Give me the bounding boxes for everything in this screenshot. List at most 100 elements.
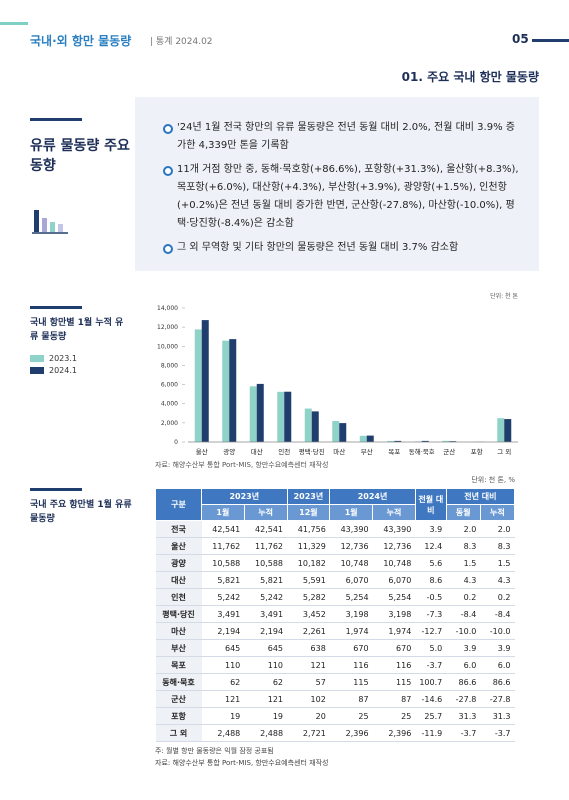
table-cell: 1.5 bbox=[480, 554, 515, 572]
x-tick-label: 광양 bbox=[223, 448, 235, 456]
table-row: 그 외 2,488 2,488 2,721 2,396 2,396 -11.9 -3.7 -3.… bbox=[155, 724, 515, 742]
x-tick-label: 포항 bbox=[471, 447, 483, 456]
icon bbox=[32, 210, 68, 234]
row-label: 전국 bbox=[155, 520, 202, 538]
table-cell: 6,070 bbox=[372, 571, 416, 589]
subheader-cell: 누적 bbox=[243, 504, 288, 521]
table-cell: -8.4 bbox=[480, 605, 515, 623]
table-cell: 12.4 bbox=[415, 537, 447, 555]
table-cell: -3.7 bbox=[480, 724, 515, 742]
table-cell: 115 bbox=[372, 673, 416, 691]
table-cell: 42,541 bbox=[244, 520, 288, 538]
bar bbox=[394, 440, 402, 442]
table-cell: 115 bbox=[329, 673, 373, 691]
table-cell: -10.0 bbox=[446, 622, 481, 640]
header-row: 구분 2023년 2023년 2024년 전월 대비 전년 대비 bbox=[155, 488, 516, 521]
bar bbox=[256, 383, 264, 442]
table-cell: 43,390 bbox=[372, 520, 416, 538]
table-cell: -12.7 bbox=[415, 622, 447, 640]
note: 자료: 해양수산부 통합 Port-MIS, 항만수요예측센터 재작성 bbox=[155, 759, 329, 767]
bullet-list: '24년 1월 전국 항만의 유류 물동량은 전년 동월 대비 2.0%, 전월… bbox=[163, 119, 519, 257]
header-cell: 구분 bbox=[155, 488, 202, 521]
bar bbox=[201, 320, 209, 442]
table-cell: 5,254 bbox=[329, 588, 373, 606]
table-cell: 3,198 bbox=[372, 605, 416, 623]
table-row: 전국 42,541 42,541 41,756 43,390 43,390 3.9 2.0 2.… bbox=[155, 520, 515, 538]
table-cell: 2,194 bbox=[201, 622, 245, 640]
bullet: 11개 거점 항만 중, 동해·묵호항(+86.6%), 포항항(+31.3%)… bbox=[163, 161, 519, 233]
x-tick-label: 마산 bbox=[333, 447, 345, 456]
y-tick-label: 10,000 bbox=[157, 343, 178, 350]
y-tick-label: 0 bbox=[174, 439, 178, 446]
bar bbox=[366, 435, 374, 442]
table-cell: -0.5 bbox=[415, 588, 447, 606]
table-cell: 42,541 bbox=[201, 520, 245, 538]
x-tick-label: 평택·당진 bbox=[299, 447, 325, 456]
table-cell: 2.0 bbox=[480, 520, 515, 538]
y-tick-label: 2,000 bbox=[161, 420, 178, 427]
table-cell: 20 bbox=[287, 707, 330, 725]
table-row: 인천 5,242 5,242 5,282 5,254 5,254 -0.5 0.2 0.2 bbox=[155, 588, 515, 606]
subheader-cell: 1월 bbox=[201, 504, 245, 521]
legend-label: 2024.1 bbox=[49, 366, 77, 375]
table-cell: 1.5 bbox=[446, 554, 481, 572]
bar bbox=[421, 440, 429, 442]
header-cell: 2023년 bbox=[201, 488, 288, 505]
y-tick-label: 12,000 bbox=[157, 324, 178, 331]
table-cell: 638 bbox=[287, 639, 330, 657]
row-label: 평택·당진 bbox=[155, 605, 202, 623]
table-cell: 3.9 bbox=[446, 639, 481, 657]
divider bbox=[30, 118, 82, 121]
header-subtitle: | 통계 2024.02 bbox=[150, 37, 213, 47]
table-cell: 3,491 bbox=[201, 605, 245, 623]
table-cell: 62 bbox=[244, 673, 288, 691]
table-cell: 5,282 bbox=[287, 588, 330, 606]
table-cell: 4.3 bbox=[446, 571, 481, 589]
table-cell: 5,242 bbox=[244, 588, 288, 606]
x-tick-label: 부산 bbox=[361, 447, 373, 456]
table-cell: 2,721 bbox=[287, 724, 330, 742]
table-cell: 10,588 bbox=[244, 554, 288, 572]
bar bbox=[194, 329, 202, 442]
table-row: 동해·묵호 62 62 57 115 115 100.7 86.6 86.6 bbox=[155, 673, 515, 691]
table-cell: -10.0 bbox=[480, 622, 515, 640]
legend-swatch bbox=[30, 355, 44, 362]
table-cell: 41,756 bbox=[287, 520, 330, 538]
table-cell: 12,736 bbox=[372, 537, 416, 555]
table-row: 울산 11,762 11,762 11,329 12,736 12,736 12.4 8.3 8… bbox=[155, 537, 515, 555]
subheader-cell: 누적 bbox=[372, 504, 416, 521]
table-cell: 6.0 bbox=[446, 656, 481, 674]
table-cell: 2,396 bbox=[329, 724, 373, 742]
table-cell: 31.3 bbox=[480, 707, 515, 725]
table-cell: 3.9 bbox=[415, 520, 447, 538]
chart-source: 자료: 해양수산부 통합 Port-MIS, 항만수요예측센터 재작성 bbox=[155, 461, 329, 469]
legend-item: 2024.1 bbox=[30, 366, 77, 375]
table-cell: 8.6 bbox=[415, 571, 447, 589]
table-cell: 110 bbox=[201, 656, 245, 674]
subheader-cell: 동월 bbox=[445, 504, 481, 521]
table-cell: 86.6 bbox=[446, 673, 481, 691]
row-label: 부산 bbox=[155, 639, 202, 657]
bar bbox=[387, 440, 395, 442]
table-cell: 25.7 bbox=[415, 707, 447, 725]
table-cell: 5.0 bbox=[415, 639, 447, 657]
table-cell: 87 bbox=[329, 690, 373, 708]
table-side-title: 국내 주요 항만별 1월 유류 물동량 bbox=[30, 500, 132, 524]
header-cell: 전년 대비 bbox=[445, 488, 516, 505]
divider bbox=[30, 306, 82, 309]
table-cell: 116 bbox=[372, 656, 416, 674]
table-cell: 5,821 bbox=[201, 571, 245, 589]
bar bbox=[277, 391, 285, 442]
table-wrap: 구분 2023년 2023년 2024년 전월 대비 전년 대비 1월 누적 12월 1월 누적 동월… bbox=[155, 488, 516, 742]
table-cell: 6,070 bbox=[329, 571, 373, 589]
x-tick-label: 군산 bbox=[443, 447, 455, 456]
table-cell: 87 bbox=[372, 690, 416, 708]
chart: 단위: 천 톤 0 2,000 4,000 6,000 8,000 10,000 12,000… bbox=[157, 292, 518, 456]
table-cell: 12,736 bbox=[329, 537, 373, 555]
table-cell: 43,390 bbox=[329, 520, 373, 538]
table-cell: -27.8 bbox=[446, 690, 481, 708]
table-cell: 121 bbox=[201, 690, 245, 708]
divider bbox=[30, 488, 82, 491]
table-cell: 102 bbox=[287, 690, 330, 708]
